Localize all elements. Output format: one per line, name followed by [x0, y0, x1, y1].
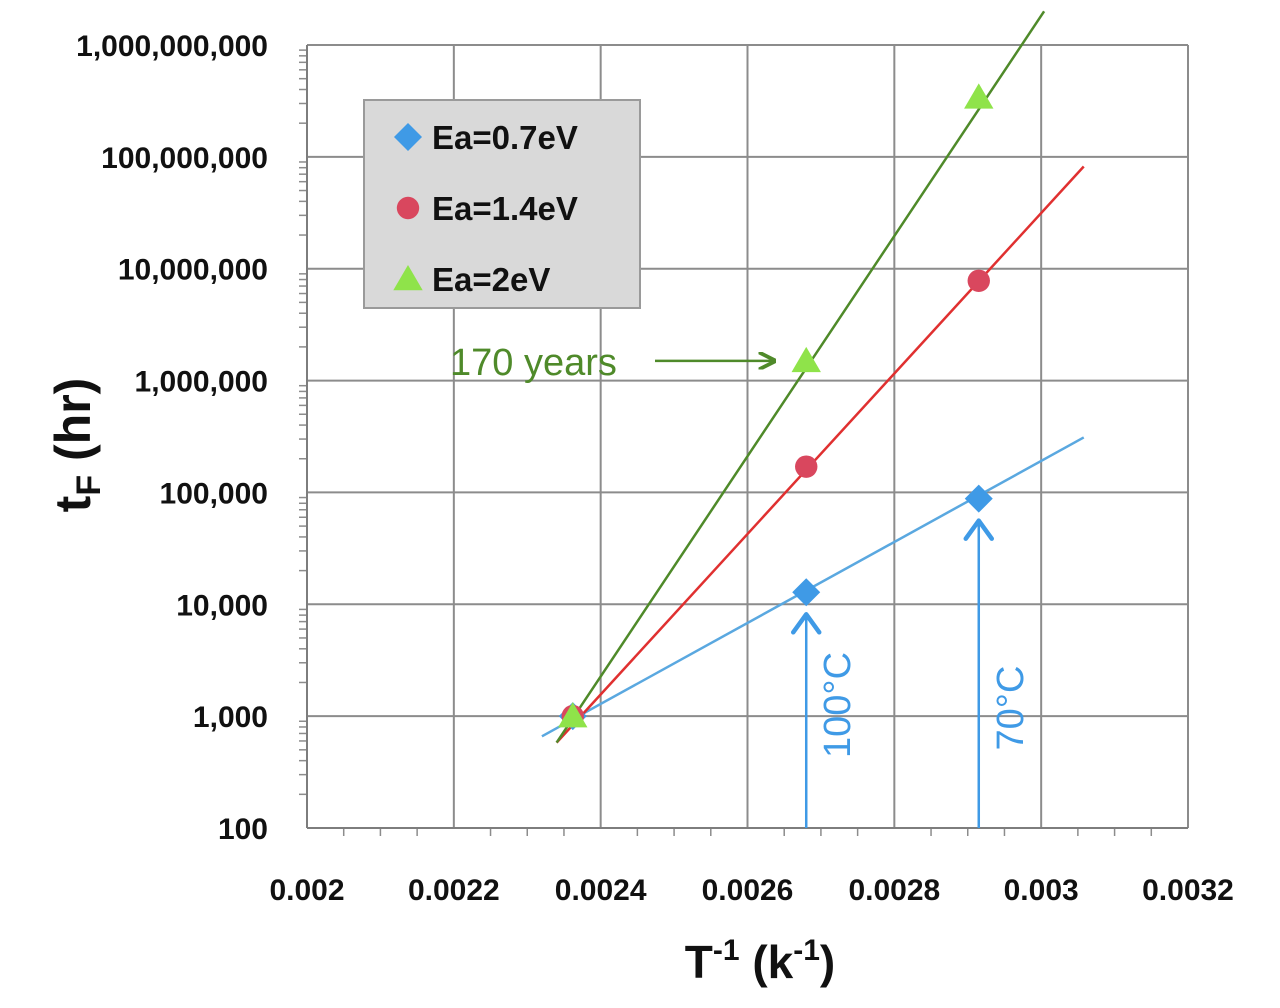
y-tick-label: 100,000,000	[101, 142, 268, 175]
data-point-series-1	[792, 578, 821, 607]
annotation-arrow-head	[790, 612, 822, 635]
data-point-series-3	[964, 83, 994, 109]
annotation-temperature: 70°C	[990, 666, 1032, 751]
data-point-series-1	[964, 484, 993, 513]
annotation-temperature: 100°C	[817, 652, 859, 758]
y-tick-label: 1,000	[193, 701, 268, 734]
data-point-series-2	[795, 455, 818, 478]
x-tick-label: 0.0024	[555, 874, 647, 907]
x-tick-label: 0.0026	[702, 874, 794, 907]
legend-label-1: Ea=0.7eV	[432, 119, 578, 156]
x-tick-label: 0.0022	[408, 874, 500, 907]
y-axis-title: tF (hr)	[45, 378, 108, 513]
data-point-series-3	[791, 346, 821, 373]
y-tick-label: 100	[218, 813, 268, 846]
legend: Ea=0.7eV Ea=1.4eV Ea=2eV	[363, 99, 641, 309]
x-tick-label: 0.0028	[848, 874, 940, 907]
legend-marker-1	[394, 123, 422, 151]
legend-marker-2	[396, 196, 420, 220]
y-tick-label: 1,000,000	[135, 366, 268, 399]
x-axis-title: T-1 (k-1)	[685, 934, 836, 988]
fit-line-series-2	[555, 165, 1085, 744]
data-point-series-2	[967, 269, 990, 292]
y-tick-label: 10,000	[176, 589, 268, 622]
data-point-series-3	[558, 702, 588, 728]
data-markers	[558, 83, 994, 731]
annotation-170-years: 170 years	[450, 342, 617, 384]
y-minor-ticks	[299, 49, 1153, 836]
legend-label-2: Ea=1.4eV	[432, 190, 578, 227]
legend-marker-3	[393, 265, 423, 291]
y-tick-labels: 100 1,000 10,000 100,000 1,000,000 10,000,000…	[76, 30, 268, 846]
y-tick-label: 1,000,000,000	[76, 30, 268, 63]
annotation-arrow-head	[963, 518, 995, 541]
grid	[306, 44, 1189, 829]
x-tick-label: 0.0032	[1142, 874, 1234, 907]
y-tick-label: 10,000,000	[118, 254, 268, 287]
legend-label-3: Ea=2eV	[432, 261, 550, 298]
x-tick-labels: 0.002 0.0022 0.0024 0.0026 0.0028 0.003 0.0032	[269, 874, 1233, 907]
x-tick-label: 0.002	[269, 874, 344, 907]
y-tick-label: 100,000	[160, 477, 268, 510]
x-tick-label: 0.003	[1004, 874, 1079, 907]
fit-line-series-3	[555, 10, 1046, 744]
annotations: 170 years 100°C 70°C	[450, 342, 1032, 828]
